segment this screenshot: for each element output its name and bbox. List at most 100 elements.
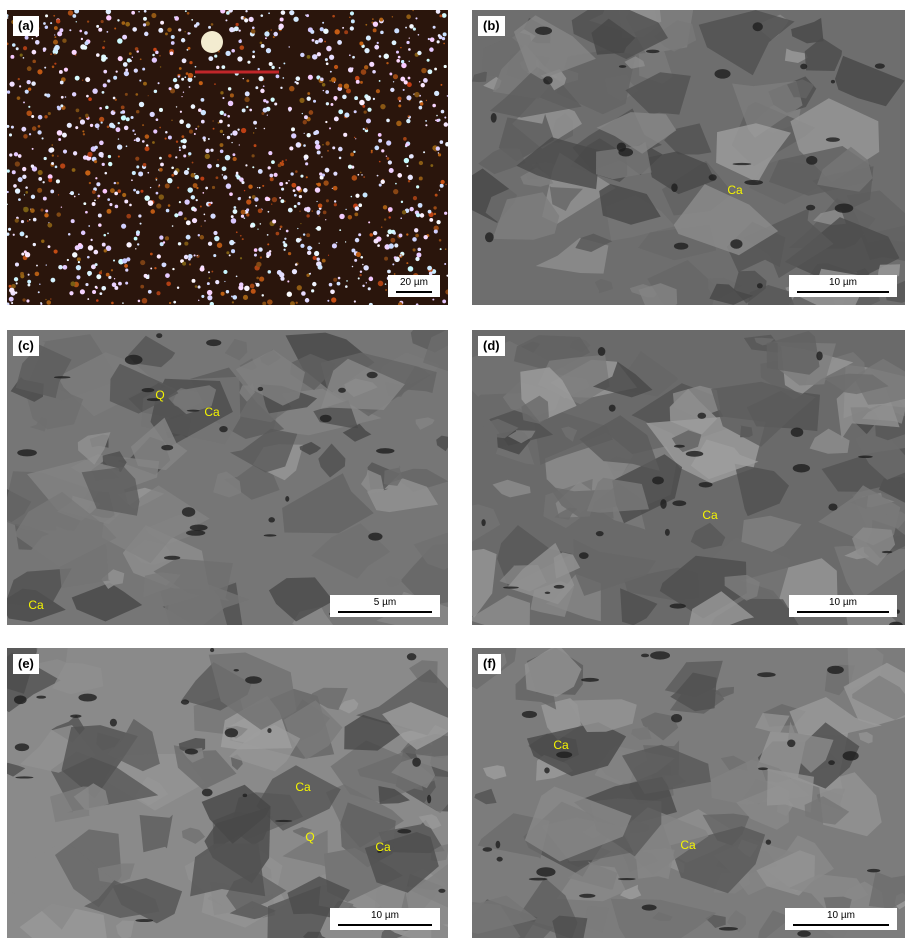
pore xyxy=(397,829,411,833)
pore xyxy=(407,653,417,660)
scale-bar-text: 10 µm xyxy=(797,277,889,289)
grain xyxy=(37,69,42,74)
grain xyxy=(165,273,170,278)
grain xyxy=(74,196,76,198)
grain xyxy=(280,17,284,21)
grain xyxy=(52,663,103,695)
pore xyxy=(36,696,46,699)
grain xyxy=(246,199,251,204)
grain xyxy=(280,225,283,228)
grain xyxy=(205,187,208,190)
grain xyxy=(126,145,128,147)
grain xyxy=(413,196,417,200)
grain xyxy=(373,231,377,235)
grain xyxy=(121,115,126,120)
grain xyxy=(51,144,53,146)
grain xyxy=(316,201,317,202)
grain xyxy=(319,243,320,244)
pore xyxy=(670,604,686,609)
grain xyxy=(406,95,411,100)
grain xyxy=(138,300,141,303)
pore xyxy=(828,503,837,510)
pore xyxy=(757,283,763,288)
grain xyxy=(33,243,36,246)
grain xyxy=(403,89,405,91)
grain xyxy=(229,254,231,256)
grain xyxy=(184,217,187,220)
grain xyxy=(334,82,335,83)
grain xyxy=(398,104,401,107)
grain xyxy=(329,55,334,60)
grain xyxy=(49,147,54,152)
pore xyxy=(182,507,195,517)
grain xyxy=(329,127,331,129)
grain xyxy=(334,200,336,202)
grain xyxy=(20,232,25,237)
grain xyxy=(270,177,274,181)
grain xyxy=(106,10,111,14)
grain xyxy=(268,12,270,14)
grain xyxy=(399,100,401,102)
grain xyxy=(84,31,88,35)
grain xyxy=(117,189,121,193)
grain xyxy=(32,38,33,39)
grain xyxy=(323,180,328,185)
grain xyxy=(276,232,280,236)
pore xyxy=(753,22,763,31)
grain xyxy=(306,176,308,178)
pore xyxy=(787,740,795,748)
pore xyxy=(135,919,153,922)
grain xyxy=(288,109,291,112)
grain xyxy=(280,277,284,281)
grain xyxy=(280,87,282,89)
grain xyxy=(312,39,315,42)
grain xyxy=(238,40,241,43)
micrograph-image xyxy=(472,10,905,305)
grain xyxy=(83,202,86,205)
grain xyxy=(178,211,183,216)
grain xyxy=(288,180,289,181)
grain xyxy=(179,67,182,70)
scale-bar: 10 µm xyxy=(789,275,897,297)
grain xyxy=(25,186,28,189)
micrograph-image xyxy=(472,330,905,625)
grain xyxy=(87,152,92,157)
grain xyxy=(252,154,255,157)
grain xyxy=(333,172,337,176)
grain xyxy=(153,129,157,133)
grain xyxy=(303,120,307,124)
grain xyxy=(390,238,395,243)
grain xyxy=(12,43,16,47)
pore xyxy=(368,533,382,541)
grain xyxy=(85,77,90,82)
grain xyxy=(365,24,367,26)
pore xyxy=(285,496,289,502)
grain xyxy=(436,220,440,224)
grain xyxy=(429,218,433,222)
grain xyxy=(332,15,335,18)
mineral-annotation: Ca xyxy=(28,598,43,612)
grain xyxy=(394,243,398,247)
grain xyxy=(179,149,181,151)
grain xyxy=(293,17,298,22)
grain xyxy=(355,206,359,210)
grain xyxy=(384,218,386,220)
grain xyxy=(79,30,82,33)
grain xyxy=(233,157,237,161)
grain xyxy=(15,292,17,294)
grain xyxy=(360,81,363,84)
grain xyxy=(238,197,241,200)
grain xyxy=(131,11,135,15)
grain xyxy=(19,85,21,87)
grain xyxy=(260,89,264,93)
grain xyxy=(140,260,145,265)
grain xyxy=(202,192,204,194)
grain xyxy=(363,128,365,130)
grain xyxy=(428,210,432,214)
grain xyxy=(363,176,365,178)
grain xyxy=(288,46,289,47)
grain xyxy=(385,283,387,285)
grain xyxy=(301,291,306,296)
grain xyxy=(379,18,383,22)
grain xyxy=(311,289,314,292)
